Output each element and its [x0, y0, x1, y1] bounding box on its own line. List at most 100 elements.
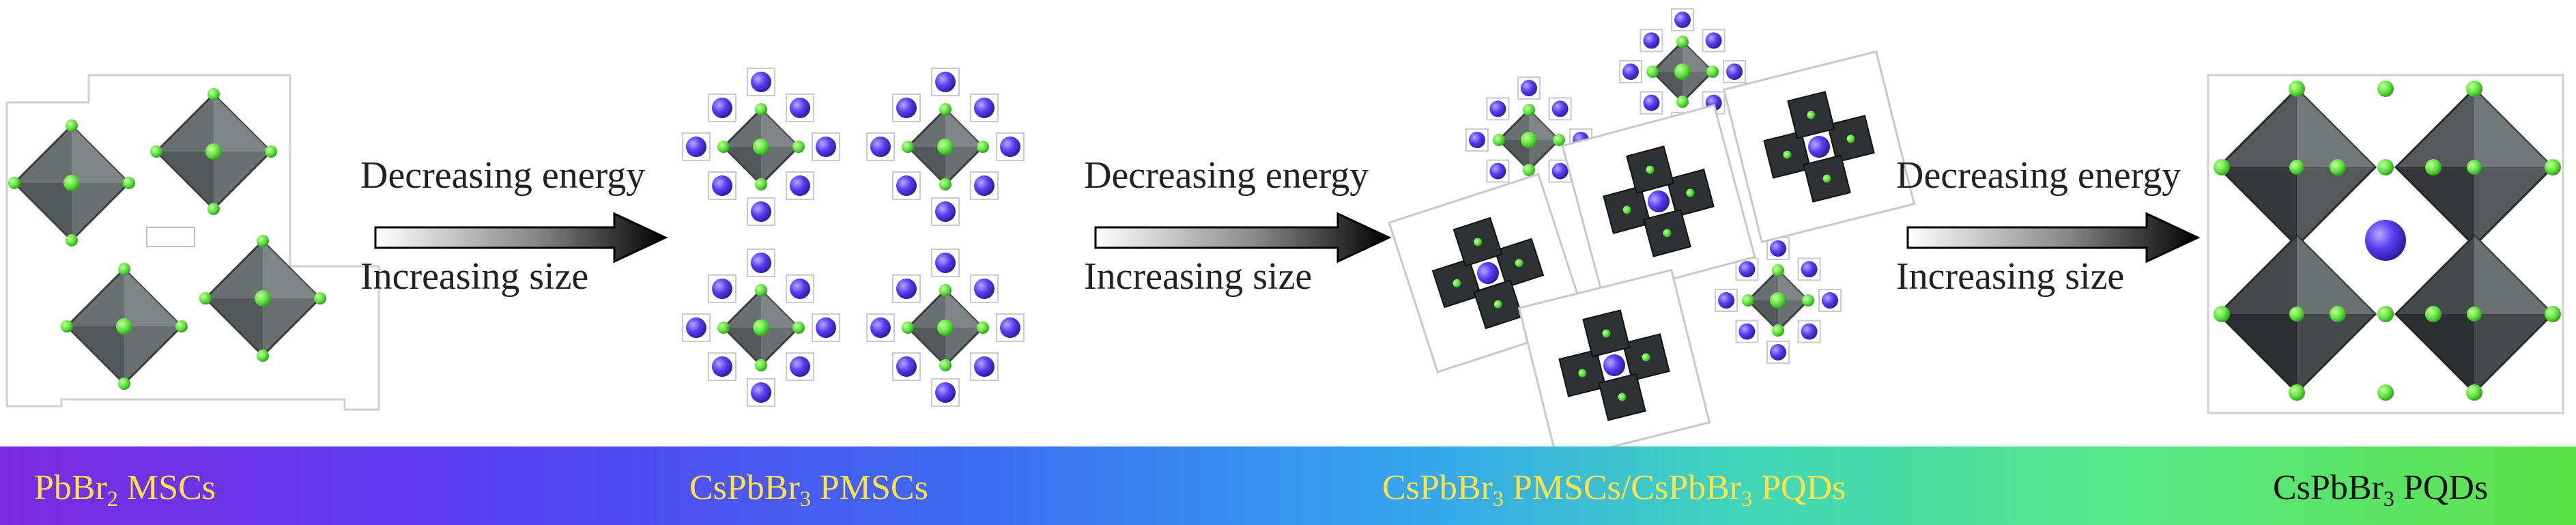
- cs-atom: [1551, 162, 1569, 180]
- cs-atom: [686, 317, 706, 338]
- cs-atom: [1718, 292, 1734, 309]
- br-atom: [257, 235, 269, 247]
- br-atom: [2425, 159, 2442, 175]
- cs-atom: [1000, 137, 1020, 157]
- br-atom: [1602, 329, 1611, 338]
- br-atom: [1742, 294, 1754, 307]
- br-atom: [2289, 384, 2305, 401]
- cs-atom: [1603, 354, 1625, 376]
- br-atom: [902, 141, 914, 153]
- stage1-label: PbBr2 MSCs: [34, 468, 216, 511]
- br-atom: [66, 234, 78, 246]
- br-atom: [314, 292, 326, 304]
- br-atom: [1783, 150, 1792, 159]
- br-atom: [8, 177, 20, 189]
- br-atom: [1493, 300, 1502, 309]
- br-atom: [1686, 188, 1695, 197]
- br-atom: [1772, 264, 1784, 276]
- cs-atom: [1489, 162, 1506, 180]
- br-atom: [150, 145, 162, 158]
- unit-cell-octahedron: [2216, 233, 2377, 395]
- br-atom: [753, 139, 769, 155]
- br-atom: [977, 141, 989, 153]
- cs-atom: [1643, 94, 1660, 111]
- arrow-2-bottom-label: Increasing size: [1084, 255, 1313, 298]
- br-atom: [792, 322, 805, 334]
- br-atom: [939, 178, 951, 190]
- arrow-1-top-label: Decreasing energy: [360, 154, 646, 197]
- cs-atom: [712, 175, 732, 196]
- br-atom: [1622, 205, 1631, 214]
- arrow-1-bottom-label: Increasing size: [360, 255, 589, 298]
- br-atom: [123, 177, 135, 189]
- br-atom: [1523, 164, 1535, 176]
- pbbr6-octahedron: [1742, 264, 1814, 337]
- stage3-label-post2: PQDs: [1752, 468, 1846, 507]
- stage2-label-post: PMSCs: [810, 468, 928, 507]
- br-atom: [792, 141, 805, 153]
- br-atom: [755, 178, 767, 190]
- br-atom: [2466, 81, 2482, 97]
- cs-atom: [790, 98, 810, 118]
- br-atom: [2289, 81, 2305, 97]
- br-atom: [1676, 36, 1689, 48]
- pbbr6-octahedron: [150, 88, 277, 215]
- br-atom: [63, 175, 80, 191]
- br-atom: [1452, 279, 1461, 287]
- br-atom: [717, 322, 730, 334]
- br-atom: [937, 139, 954, 155]
- stage3-panel: [1388, 8, 1916, 462]
- br-atom: [1706, 66, 1719, 78]
- stage3-label-pre: CsPbBr: [1382, 468, 1493, 507]
- pbbr6-octahedron: [717, 284, 805, 371]
- cs-atom: [974, 279, 994, 299]
- br-atom: [207, 203, 220, 215]
- br-atom: [755, 284, 767, 296]
- br-atom: [257, 350, 269, 362]
- cs-atom: [935, 253, 956, 273]
- br-atom: [939, 103, 951, 115]
- arrow-1: [374, 212, 668, 264]
- pmsc-cluster: [866, 68, 1025, 226]
- pmsc-cluster: [866, 249, 1025, 407]
- pbbr6-octahedron: [61, 263, 188, 390]
- br-atom: [2330, 159, 2346, 175]
- br-atom: [1846, 134, 1855, 143]
- br-atom: [755, 359, 767, 371]
- br-atom: [118, 263, 130, 275]
- arrow-2: [1094, 212, 1392, 264]
- br-atom: [199, 292, 212, 304]
- br-atom: [2377, 306, 2394, 322]
- br-atom: [61, 320, 73, 332]
- unit-cell-octahedron: [2394, 233, 2555, 395]
- stage1-panel: [5, 74, 380, 411]
- br-atom: [1618, 393, 1627, 401]
- cs-atom: [1808, 136, 1830, 158]
- cs-atom: [751, 201, 771, 222]
- cs-atom: [870, 317, 891, 338]
- pmsc-cluster: [1715, 237, 1842, 364]
- br-atom: [116, 318, 132, 335]
- br-atom: [207, 88, 220, 100]
- cs-atom: [935, 382, 956, 403]
- br-atom: [205, 143, 222, 160]
- br-atom: [1807, 111, 1816, 119]
- cs-atom: [896, 98, 917, 118]
- cs-atom: [974, 98, 994, 118]
- br-atom: [1474, 238, 1483, 246]
- stage2-label-sub: 3: [799, 486, 811, 511]
- br-atom: [1822, 174, 1831, 183]
- br-atom: [2377, 384, 2394, 401]
- cs-atom: [974, 356, 994, 377]
- cs-atom: [816, 137, 836, 157]
- br-atom: [1493, 134, 1505, 146]
- br-atom: [1521, 132, 1537, 148]
- stage1-label-sub: 2: [106, 486, 118, 511]
- br-atom: [2467, 160, 2482, 175]
- br-atom: [1676, 96, 1689, 108]
- cs-atom: [1477, 262, 1499, 285]
- cs-atom: [1000, 317, 1020, 338]
- cs-atom: [1801, 261, 1818, 278]
- cluster-gap: [146, 227, 195, 247]
- br-atom: [1642, 353, 1650, 362]
